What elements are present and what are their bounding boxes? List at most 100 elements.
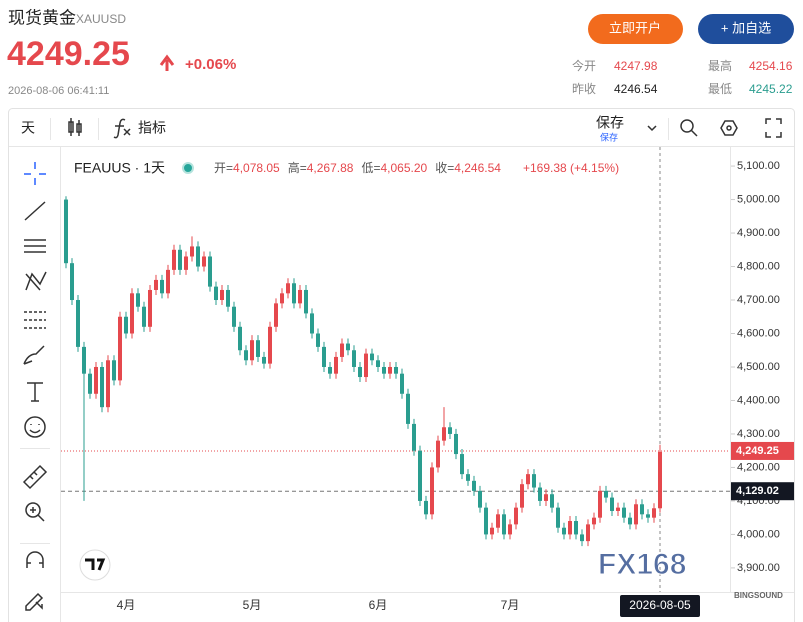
candle-body xyxy=(574,521,578,535)
candle-body xyxy=(526,474,530,485)
candle-body xyxy=(232,306,236,327)
candle-body xyxy=(382,366,386,374)
chart-title: FEAUUS · 1天 xyxy=(74,160,165,176)
open-account-button[interactable] xyxy=(588,14,683,44)
candle-body xyxy=(76,300,80,347)
chart-panel xyxy=(8,108,795,622)
candle-body xyxy=(658,451,662,509)
x-tick-label: 7月 xyxy=(501,598,520,612)
candle-body xyxy=(454,433,458,455)
candle-body xyxy=(178,249,182,270)
prediction-tool[interactable] xyxy=(24,311,46,329)
trendline-tool[interactable] xyxy=(24,201,46,221)
candle-body xyxy=(610,497,614,511)
candle-body xyxy=(88,373,92,394)
candle-body xyxy=(538,487,542,501)
candle-body xyxy=(436,440,440,468)
y-tick-label: 5,000.00 xyxy=(737,193,780,205)
candle-body xyxy=(598,490,602,518)
watermark-sub: BINGSOUND xyxy=(734,591,783,600)
up-arrow xyxy=(159,54,175,71)
legend-label: 高= xyxy=(288,160,307,175)
indicator-icon[interactable] xyxy=(113,118,131,139)
candle-body xyxy=(262,356,266,364)
y-tick-label: 5,100.00 xyxy=(737,160,780,172)
y-tick-label: 3,900.00 xyxy=(737,562,780,574)
candle-body xyxy=(274,303,278,327)
candle-body xyxy=(418,450,422,501)
brush-tool[interactable] xyxy=(23,345,45,365)
y-tick-label: 4,700.00 xyxy=(737,294,780,306)
candle-body xyxy=(334,356,338,374)
candle-body xyxy=(220,289,224,301)
candle-body xyxy=(460,454,464,475)
candle-body xyxy=(94,366,98,394)
x-tick-label: 2026-08-05 xyxy=(629,598,691,612)
magnet-tool[interactable] xyxy=(26,551,44,568)
y-tick-label: 4,000.00 xyxy=(737,528,780,540)
pattern-tool[interactable] xyxy=(25,271,47,291)
candle-body xyxy=(304,289,308,314)
add-watchlist-button[interactable] xyxy=(698,14,794,44)
candles-icon[interactable] xyxy=(68,118,82,136)
indicators[interactable]: 指标 xyxy=(138,120,166,136)
quick-search-icon[interactable] xyxy=(680,119,698,137)
stat-value: 4246.54 xyxy=(614,82,658,96)
chevron[interactable] xyxy=(647,125,657,132)
stat-value: 4245.22 xyxy=(749,82,793,96)
candle-body xyxy=(550,494,554,508)
candle-body xyxy=(520,484,524,508)
candle-body xyxy=(346,343,350,351)
emoji-face xyxy=(29,424,41,434)
candle-body xyxy=(106,360,110,408)
stat-value: 4254.16 xyxy=(749,59,793,73)
candle-body xyxy=(124,316,128,334)
symbol: XAUUSD xyxy=(76,12,126,26)
price: 4249.25 xyxy=(7,35,130,73)
candle-body xyxy=(604,490,608,498)
legend-label: 收= xyxy=(435,161,454,175)
candle-body xyxy=(472,480,476,491)
fib-tool[interactable] xyxy=(24,239,46,253)
candle-body xyxy=(652,508,656,518)
candle-body xyxy=(256,340,260,357)
candle-body xyxy=(406,393,410,424)
zoom-tool[interactable] xyxy=(25,502,41,518)
settings-icon[interactable] xyxy=(720,120,738,136)
candle-body xyxy=(496,514,500,528)
price-label-box xyxy=(731,441,794,460)
candle-body xyxy=(562,527,566,535)
save[interactable]: 保存 xyxy=(596,115,624,131)
candle-body xyxy=(184,256,188,270)
candle-body xyxy=(640,504,644,515)
y-tick-label: 4,300.00 xyxy=(737,428,780,440)
drawing-tools xyxy=(22,162,48,611)
text-tool[interactable] xyxy=(27,382,43,402)
stat-label: 今开 xyxy=(572,58,596,73)
measure-tool[interactable] xyxy=(22,464,48,490)
y-tick-label: 4,900.00 xyxy=(737,227,780,239)
candle-body xyxy=(340,343,344,357)
lock-tool[interactable] xyxy=(25,592,44,611)
candle-body xyxy=(286,283,290,294)
crosshair-tool[interactable] xyxy=(24,162,46,185)
candle-body xyxy=(148,289,152,327)
candle-body xyxy=(208,256,212,287)
candle-body xyxy=(400,373,404,394)
candle-body xyxy=(556,507,560,528)
emoji-tool[interactable] xyxy=(24,416,46,438)
x-tick-label: 6月 xyxy=(369,598,388,612)
candle-body xyxy=(412,423,416,451)
change: +0.06% xyxy=(185,56,236,73)
title: 现货黄金 xyxy=(8,8,76,27)
candle-body xyxy=(622,507,626,518)
candle-body xyxy=(646,514,650,518)
interval[interactable]: 天 xyxy=(21,120,35,136)
zoom-glyph xyxy=(30,507,45,522)
candle-body xyxy=(196,246,200,267)
legend-label: 低= xyxy=(361,161,380,175)
candle-body xyxy=(112,360,116,381)
fullscreen-icon[interactable] xyxy=(765,118,782,138)
candle-body xyxy=(268,326,272,364)
candle-body xyxy=(514,507,518,525)
